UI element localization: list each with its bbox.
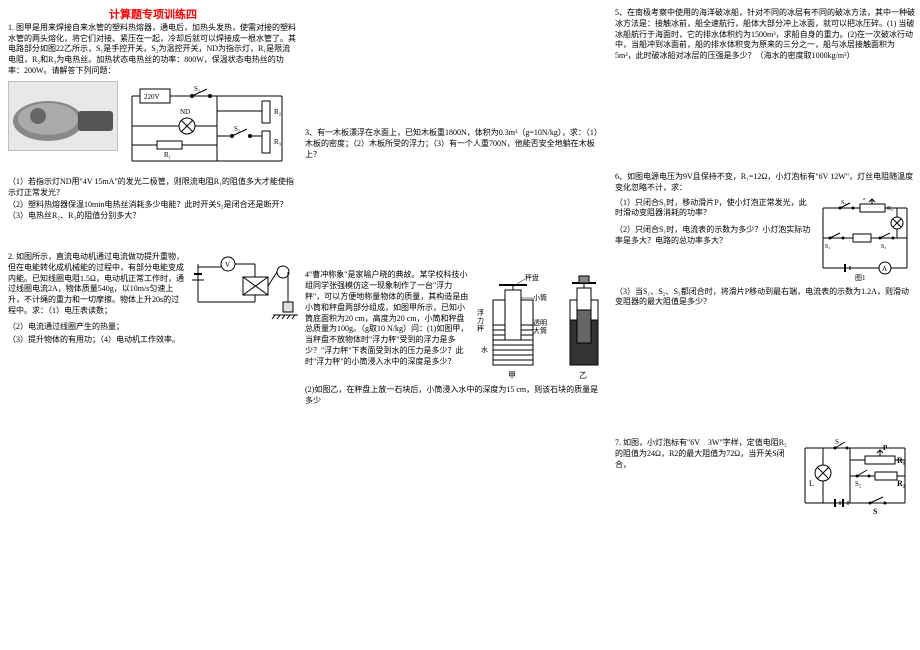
circuit-7: L S₁ P R₁ [795,438,915,518]
problem-5: 5、在南极考察中使用的海洋破冰船，针对不同的冰层有不同的破冰方法，其中一种破冰方… [615,8,915,62]
problem-1: 1. 图甲是用来焊接自来水管的塑料热熔器，通电后，加热头发热，使需对接的塑料水管… [8,23,298,222]
svg-text:ND: ND [180,108,190,116]
svg-text:S₁: S₁ [835,438,841,446]
svg-text:S₂: S₂ [855,480,862,488]
svg-text:浮: 浮 [477,308,484,317]
problem-1-intro: 1. 图甲是用来焊接自来水管的塑料热熔器，通电后，加热头发热，使需对接的塑料水管… [8,23,298,77]
svg-text:S₂: S₂ [841,200,846,206]
problem-7: 7. 如图，小灯泡标有"6V 3W"字样，定值电阻R₂的阻值为24Ω，R2的最大… [615,438,915,518]
svg-text:A: A [882,265,887,273]
svg-text:R₂: R₂ [887,206,893,212]
voltage-label: 220V [144,93,160,101]
problem-3-intro: 3、有一木板漂浮在水面上，已知木板重1800N，体积为0.3m³（g=10N/k… [305,128,605,160]
svg-text:力: 力 [477,316,484,325]
svg-text:L: L [809,479,814,488]
svg-text:水: 水 [481,345,488,354]
problem-4: 4"曹冲称象"是家喻户晓的典故。某学校科技小组同学张强模仿这一现象制作了一台"浮… [305,270,605,407]
svg-text:V: V [225,261,230,269]
problem-2-intro: 2. 如图所示，直流电动机通过电流做功提升重物，但在电能转化成机械能的过程中，有… [8,252,184,317]
problem-2: 2. 如图所示，直流电动机通过电流做功提升重物，但在电能转化成机械能的过程中，有… [8,252,298,346]
column-2: 3、有一木板漂浮在水面上，已知木板重1800N，体积为0.3m³（g=10N/k… [305,8,605,417]
svg-text:S₁: S₁ [194,85,200,93]
svg-text:秤盘: 秤盘 [525,273,539,282]
svg-text:甲: 甲 [508,371,516,380]
svg-text:大筒: 大筒 [533,326,547,335]
motor-diagram: V [188,252,298,322]
svg-text:R₁: R₁ [164,151,171,159]
problem-1-q1: （1）若指示灯ND用"4V 15mA"的发光二极管，则限流电阻R₁的阻值多大才能… [8,177,298,199]
svg-text:S₁: S₁ [825,244,830,250]
problem-3: 3、有一木板漂浮在水面上，已知木板重1800N，体积为0.3m³（g=10N/k… [305,128,605,160]
svg-text:S₂: S₂ [234,125,241,133]
problem-6-q2: （2）只闭合S₁时，电流表的示数为多少？小灯泡实际功率是多大？电路的总功率多大？ [615,225,811,247]
problem-4-intro: 4"曹冲称象"是家喻户晓的典故。某学校科技小组同学张强模仿这一现象制作了一台"浮… [305,270,471,367]
svg-text:S: S [873,507,878,516]
svg-text:秤: 秤 [477,324,484,333]
svg-text:图1: 图1 [855,274,866,282]
problem-1-q2: （2）塑料热熔器保温10min电热丝消耗多少电能？此时开关S₂是闭合还是断开？（… [8,200,298,222]
problem-4-q2: (2)如图乙，在秤盘上放一石块后，小筒浸入水中的深度为15 cm，则该石块的质量… [305,385,605,407]
circuit-6: P R₂ S₂ S₁ [815,198,915,283]
svg-text:乙: 乙 [579,371,587,380]
column-1: 计算题专项训练四 1. 图甲是用来焊接自来水管的塑料热熔器，通电后，加热头发热，… [8,8,298,356]
svg-text:R₃: R₃ [274,138,282,146]
buoyancy-diagram: 秤盘 小筒 透明 大筒 浮 力 秤 水 甲 [475,270,605,385]
problem-6-q1: （1）只闭合S₁时，移动滑片P，使小灯泡正常发光，此时滑动变阻器消耗的功率？ [615,198,811,220]
problem-5-intro: 5、在南极考察中使用的海洋破冰船，针对不同的冰层有不同的破冰方法，其中一种破冰方… [615,8,915,62]
svg-text:R₂: R₂ [897,479,906,488]
circuit-1: 220V S₁ ND R₁ [122,81,292,171]
problem-6-intro: 6、如图电源电压为9V且保持不变，R₁=12Ω，小灯泡标有"6V 12W"，灯丝… [615,172,915,194]
column-3: 5、在南极考察中使用的海洋破冰船，针对不同的冰层有不同的破冰方法，其中一种破冰方… [615,8,915,528]
svg-text:透明: 透明 [533,319,547,327]
tool-image [8,81,118,151]
svg-text:P: P [883,444,888,452]
problem-6-q3: （3）当S₁、S₂、S₃都闭合时，将滑片P移动到最右端，电流表的示数为1.2A，… [615,287,915,309]
problem-2-q2: （2）电流通过线圈产生的热量； [8,322,298,333]
svg-text:R₂: R₂ [274,108,282,116]
svg-text:S₃: S₃ [881,244,886,250]
problem-6: 6、如图电源电压为9V且保持不变，R₁=12Ω，小灯泡标有"6V 12W"，灯丝… [615,172,915,308]
main-title: 计算题专项训练四 [8,8,298,23]
problem-7-intro: 7. 如图，小灯泡标有"6V 3W"字样，定值电阻R₂的阻值为24Ω，R2的最大… [615,438,791,470]
problem-2-q3: （3）提升物体的有用功；（4）电动机工作效率。 [8,335,298,346]
svg-text:小筒: 小筒 [533,293,547,302]
